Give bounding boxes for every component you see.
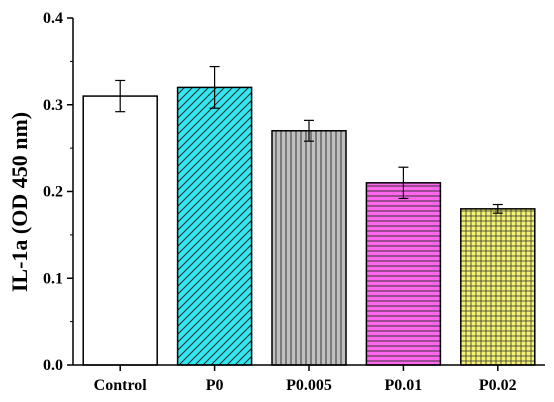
bar-pattern [177,87,252,366]
y-tick-label: 0.0 [43,357,63,374]
y-tick-label: 0.1 [43,270,63,287]
y-tick-label: 0.2 [43,184,63,201]
x-tick-label: P0 [206,377,224,394]
bar-pattern [460,208,535,365]
y-ticks-group: 0.0 0.1 0.2 0.3 0.4 [43,10,73,374]
error-bars-group [115,65,503,214]
bar [83,96,158,365]
y-tick-label: 0.3 [43,97,63,114]
bars-group [82,86,536,366]
y-axis-title: IL-1a (OD 450 nm) [7,112,32,292]
x-tick-label: Control [94,377,148,394]
x-tick-label: P0.01 [385,377,423,394]
bar-pattern [366,182,441,365]
x-tick-label: P0.02 [479,377,517,394]
x-ticks-group: Control P0 P0.005 P0.01 P0.02 [94,365,517,394]
x-tick-label: P0.005 [286,377,332,394]
bar-pattern [272,130,346,365]
y-tick-label: 0.4 [43,10,63,27]
